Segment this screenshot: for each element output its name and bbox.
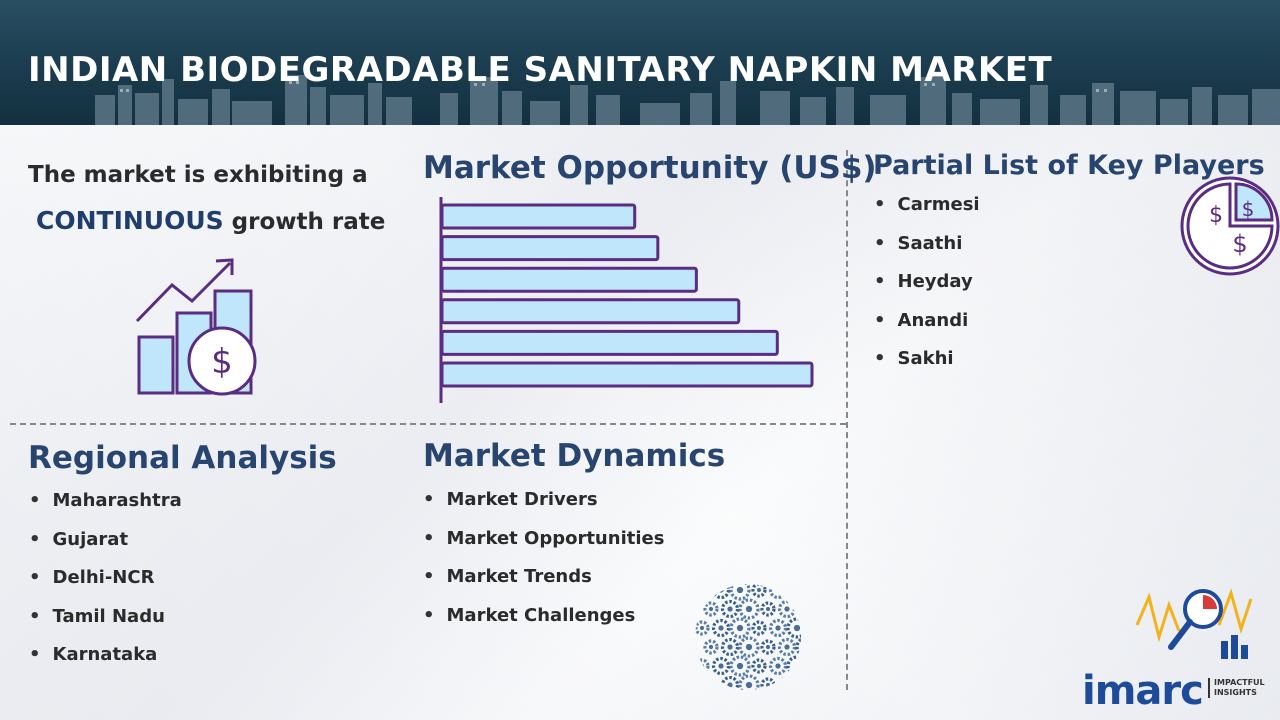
svg-text:$: $	[1232, 230, 1247, 258]
list-item: Maharashtra	[29, 482, 182, 521]
dollar-pie-icon: $ $ $	[1180, 176, 1280, 276]
list-item: Karnataka	[29, 636, 182, 675]
list-item: Market Challenges	[423, 597, 664, 636]
logo-tagline: IMPACTFUL INSIGHTS	[1208, 678, 1278, 698]
magnifier-chart-icon	[1135, 588, 1253, 659]
chart-bar	[440, 329, 779, 356]
horizontal-divider	[10, 423, 846, 425]
list-item: Anandi	[874, 302, 980, 341]
dynamics-title: Market Dynamics	[423, 438, 726, 474]
list-item: Carmesi	[874, 186, 980, 225]
players-list: Carmesi Saathi Heyday Anandi Sakhi	[874, 186, 980, 379]
regional-title: Regional Analysis	[28, 440, 337, 476]
list-item: Saathi	[874, 225, 980, 264]
dynamics-list: Market Drivers Market Opportunities Mark…	[423, 481, 665, 636]
chart-bar	[440, 361, 814, 388]
growth-chart-dollar-icon: $	[135, 258, 257, 396]
players-title: Partial List of Key Players	[873, 150, 1265, 181]
vertical-divider	[846, 150, 848, 690]
opportunity-bar-chart	[439, 197, 814, 403]
svg-text:$: $	[1209, 203, 1223, 228]
header-banner: INDIAN BIODEGRADABLE SANITARY NAPKIN MAR…	[0, 0, 1280, 125]
list-item: Heyday	[874, 263, 980, 302]
growth-statement: The market is exhibiting a CONTINUOUS gr…	[28, 153, 398, 245]
list-item: Market Trends	[423, 558, 664, 597]
list-item: Gujarat	[29, 521, 182, 560]
list-item: Delhi-NCR	[29, 559, 182, 598]
svg-text:$: $	[1242, 197, 1255, 221]
list-item: Market Drivers	[423, 481, 664, 520]
city-skyline-icon	[95, 75, 1280, 125]
list-item: Market Opportunities	[423, 520, 665, 559]
opportunity-title: Market Opportunity (US$)	[423, 150, 877, 186]
growth-line-1: The market is exhibiting a	[28, 162, 368, 188]
page-title: INDIAN BIODEGRADABLE SANITARY NAPKIN MAR…	[28, 50, 1053, 90]
growth-line-2: CONTINUOUS growth rate	[28, 198, 398, 245]
imarc-logo: imarc	[1082, 668, 1204, 714]
chart-bar	[440, 203, 637, 230]
list-item: Tamil Nadu	[29, 598, 182, 637]
gears-globe-icon	[695, 584, 801, 690]
list-item: Sakhi	[874, 340, 980, 379]
growth-accent: CONTINUOUS	[36, 206, 224, 235]
chart-bar	[440, 266, 698, 293]
growth-line-2-rest: growth rate	[223, 209, 386, 235]
svg-text:$: $	[211, 342, 233, 382]
chart-bar	[440, 298, 741, 325]
chart-bar	[440, 235, 660, 262]
regional-list: Maharashtra Gujarat Delhi-NCR Tamil Nadu…	[29, 482, 182, 675]
